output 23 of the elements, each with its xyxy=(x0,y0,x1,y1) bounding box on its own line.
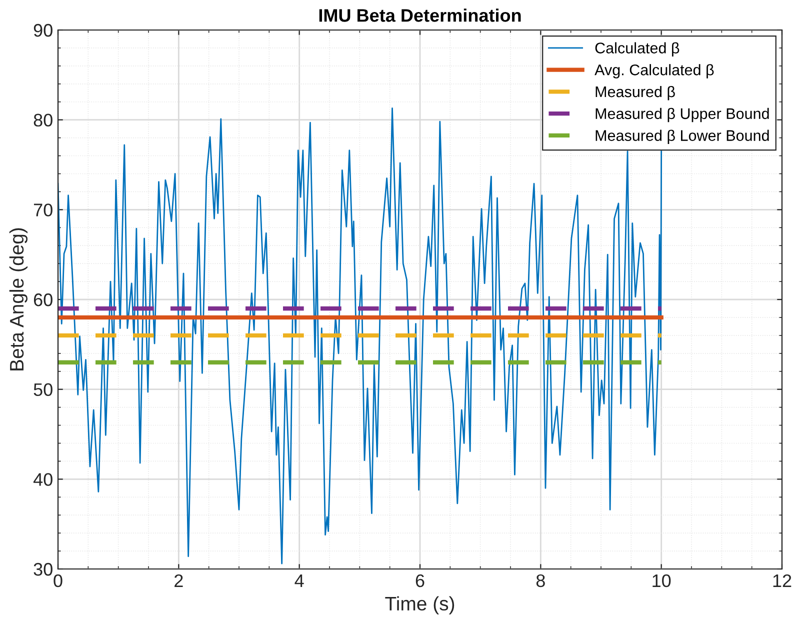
y-tick-label: 90 xyxy=(34,24,52,37)
x-tick-label: 4 xyxy=(294,574,304,587)
x-tick-label: 0 xyxy=(54,574,62,588)
y-tick-label: 80 xyxy=(34,114,52,127)
x-tick-label: 8 xyxy=(536,574,545,588)
x-tick-label: 12 xyxy=(773,574,792,587)
legend-label: Measured β Lower Bound xyxy=(596,130,769,144)
x-tick-label: 6 xyxy=(416,574,424,588)
x-axis-title: Time (s) xyxy=(385,596,454,614)
x-tick-label: 2 xyxy=(174,574,183,587)
legend-label: Measured β Upper Bound xyxy=(596,108,769,122)
y-axis-title: Beta Angle (deg) xyxy=(9,228,28,370)
y-tick-label: 50 xyxy=(34,383,52,396)
legend-label: Calculated β xyxy=(595,42,680,56)
y-tick-label: 40 xyxy=(33,473,52,486)
y-tick-label: 30 xyxy=(34,562,52,576)
y-tick-label: 60 xyxy=(34,293,52,306)
x-tick-label: 10 xyxy=(652,574,671,588)
legend-label: Avg. Calculated β xyxy=(594,64,714,78)
legend-label: Measured β xyxy=(596,86,675,100)
y-tick-label: 70 xyxy=(34,204,52,216)
line-series xyxy=(58,107,662,564)
chart-title: IMU Beta Determination xyxy=(319,8,521,22)
